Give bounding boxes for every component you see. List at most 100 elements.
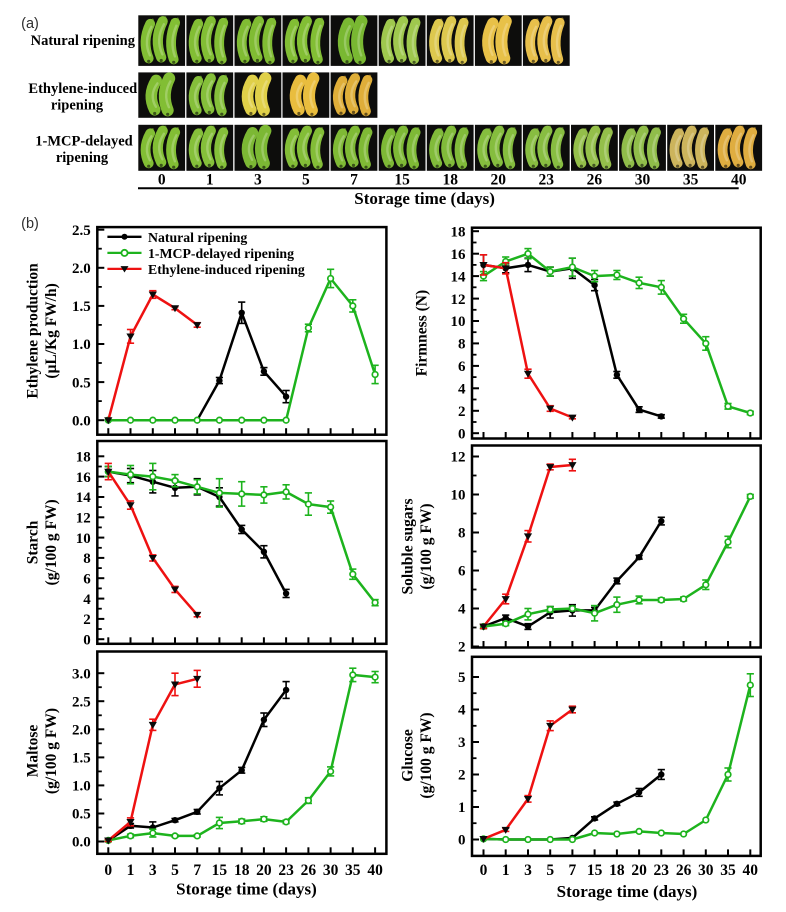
svg-text:1: 1: [206, 172, 214, 189]
svg-text:26: 26: [587, 172, 603, 189]
svg-text:(b): (b): [21, 216, 39, 232]
svg-text:30: 30: [698, 862, 714, 879]
svg-text:2.5: 2.5: [72, 223, 91, 239]
svg-text:16: 16: [451, 247, 467, 263]
svg-text:15: 15: [587, 862, 603, 879]
svg-text:ripening: ripening: [51, 97, 104, 113]
svg-text:12: 12: [451, 450, 466, 466]
svg-text:5: 5: [546, 862, 554, 879]
svg-text:1: 1: [502, 862, 510, 879]
svg-text:10: 10: [451, 488, 466, 504]
svg-text:Storage time (days): Storage time (days): [354, 189, 495, 208]
svg-text:1.5: 1.5: [72, 751, 91, 767]
svg-text:2: 2: [458, 640, 466, 656]
svg-text:35: 35: [683, 172, 699, 189]
svg-text:1-MCP-delayed ripening: 1-MCP-delayed ripening: [148, 246, 294, 261]
svg-text:Storage time (days): Storage time (days): [557, 882, 698, 901]
svg-text:0.0: 0.0: [72, 413, 91, 429]
svg-text:Glucose: Glucose: [400, 729, 417, 782]
svg-text:23: 23: [539, 172, 555, 189]
svg-text:6: 6: [458, 359, 466, 375]
svg-text:0: 0: [458, 833, 466, 849]
svg-text:18: 18: [442, 172, 458, 189]
svg-text:0: 0: [104, 862, 112, 879]
svg-text:23: 23: [654, 862, 670, 879]
svg-text:Ethylene production: Ethylene production: [25, 263, 42, 399]
svg-text:0: 0: [480, 862, 488, 879]
svg-text:5: 5: [458, 670, 466, 686]
svg-text:40: 40: [367, 862, 383, 879]
svg-text:6: 6: [83, 571, 91, 587]
svg-text:(g/100 g FW): (g/100 g FW): [43, 499, 60, 585]
svg-text:12: 12: [451, 292, 466, 308]
svg-text:10: 10: [76, 531, 91, 547]
svg-text:0.5: 0.5: [72, 807, 91, 823]
svg-text:8: 8: [458, 337, 466, 353]
svg-text:1: 1: [127, 862, 135, 879]
svg-text:1.0: 1.0: [72, 779, 91, 795]
svg-text:2.5: 2.5: [72, 695, 91, 711]
svg-text:2: 2: [458, 404, 466, 420]
svg-text:7: 7: [569, 862, 577, 879]
svg-text:3: 3: [149, 862, 157, 879]
svg-text:5: 5: [302, 172, 310, 189]
svg-text:35: 35: [345, 862, 361, 879]
svg-text:2.0: 2.0: [72, 723, 91, 739]
svg-text:(g/100 g FW): (g/100 g FW): [418, 712, 435, 798]
svg-text:4: 4: [458, 602, 466, 618]
svg-text:Storage time (days): Storage time (days): [176, 880, 317, 899]
svg-text:Firmness (N): Firmness (N): [413, 290, 430, 377]
svg-text:0: 0: [83, 632, 91, 648]
svg-text:5: 5: [171, 862, 179, 879]
svg-text:Ethylene-induced ripening: Ethylene-induced ripening: [148, 262, 305, 277]
svg-text:15: 15: [394, 172, 410, 189]
svg-text:Starch: Starch: [25, 520, 42, 564]
svg-text:14: 14: [76, 490, 92, 506]
svg-text:18: 18: [609, 862, 625, 879]
svg-text:10: 10: [451, 314, 466, 330]
svg-text:14: 14: [451, 269, 467, 285]
svg-text:20: 20: [631, 862, 647, 879]
svg-text:20: 20: [491, 172, 507, 189]
svg-text:2.0: 2.0: [72, 261, 91, 277]
svg-text:40: 40: [731, 172, 747, 189]
svg-text:18: 18: [76, 450, 91, 466]
svg-text:3: 3: [458, 735, 466, 751]
svg-text:2: 2: [458, 768, 466, 784]
svg-text:18: 18: [234, 862, 250, 879]
svg-text:26: 26: [301, 862, 317, 879]
svg-text:1.5: 1.5: [72, 299, 91, 315]
svg-text:12: 12: [76, 511, 91, 527]
svg-text:1: 1: [458, 800, 466, 816]
svg-text:8: 8: [83, 551, 91, 567]
svg-text:4: 4: [83, 592, 91, 608]
svg-text:0: 0: [458, 426, 466, 442]
svg-text:Ethylene-induced: Ethylene-induced: [28, 81, 137, 97]
svg-text:18: 18: [451, 224, 466, 240]
svg-text:(g/100 g FW): (g/100 g FW): [43, 708, 60, 794]
svg-text:(μL/Kg FW/h): (μL/Kg FW/h): [43, 283, 60, 378]
svg-text:0.5: 0.5: [72, 375, 91, 391]
svg-text:8: 8: [458, 526, 466, 542]
svg-text:3: 3: [254, 172, 262, 189]
svg-text:35: 35: [720, 862, 736, 879]
svg-text:40: 40: [743, 862, 759, 879]
svg-text:0: 0: [158, 172, 166, 189]
svg-text:1.0: 1.0: [72, 337, 91, 353]
svg-text:2: 2: [83, 612, 91, 628]
svg-text:26: 26: [676, 862, 692, 879]
svg-text:20: 20: [256, 862, 272, 879]
svg-text:30: 30: [635, 172, 651, 189]
svg-text:0.0: 0.0: [72, 835, 91, 851]
svg-text:7: 7: [350, 172, 358, 189]
svg-text:3: 3: [524, 862, 532, 879]
svg-text:6: 6: [458, 564, 466, 580]
svg-text:7: 7: [193, 862, 201, 879]
svg-text:Soluble sugars: Soluble sugars: [400, 498, 417, 594]
svg-text:4: 4: [458, 703, 466, 719]
svg-text:30: 30: [323, 862, 339, 879]
svg-text:Natural ripening: Natural ripening: [148, 230, 247, 245]
svg-text:15: 15: [212, 862, 228, 879]
svg-text:(g/100 g FW): (g/100 g FW): [418, 503, 435, 589]
svg-text:ripening: ripening: [56, 150, 109, 166]
